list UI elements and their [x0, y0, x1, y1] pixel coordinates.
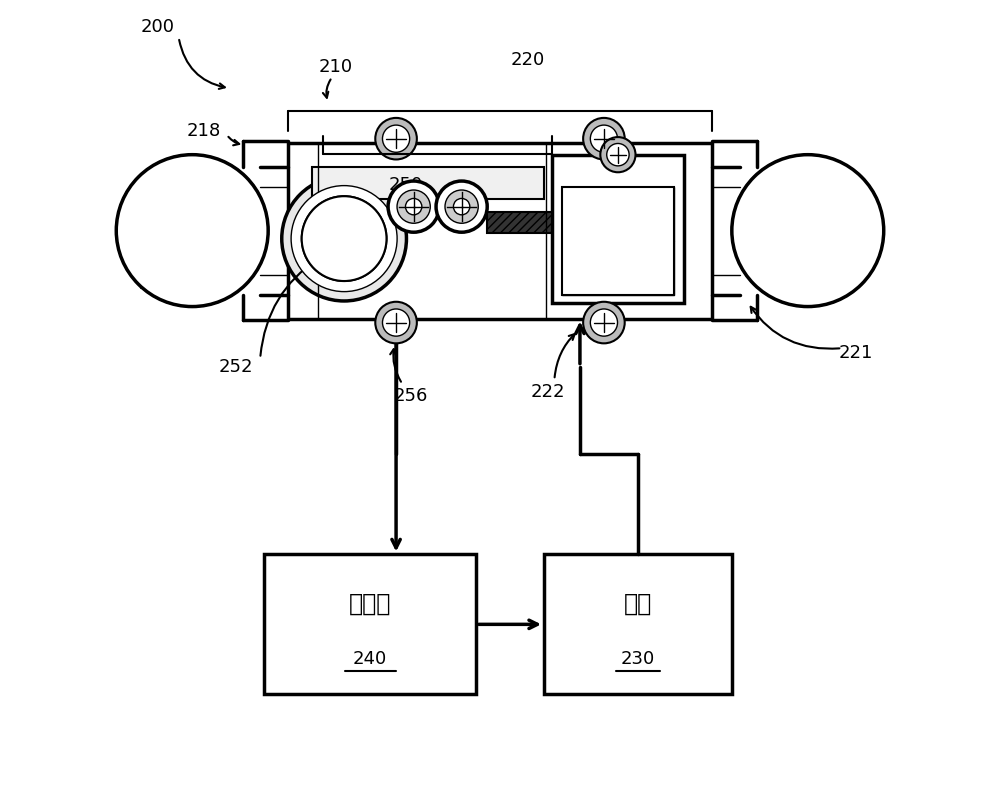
Circle shape — [753, 175, 863, 286]
Text: 221: 221 — [839, 344, 873, 362]
Circle shape — [405, 199, 422, 215]
Circle shape — [382, 125, 410, 152]
Circle shape — [773, 196, 842, 265]
Circle shape — [583, 302, 625, 344]
Bar — [487, 213, 552, 233]
Bar — [312, 167, 544, 199]
Circle shape — [116, 155, 268, 307]
Text: 222: 222 — [531, 383, 565, 401]
Text: 210: 210 — [319, 58, 353, 76]
Circle shape — [445, 190, 478, 223]
Text: 240: 240 — [353, 650, 387, 668]
Circle shape — [453, 199, 470, 215]
Text: 218: 218 — [187, 122, 221, 140]
Bar — [562, 187, 674, 241]
Circle shape — [291, 186, 397, 291]
Text: 伺服: 伺服 — [624, 592, 652, 615]
Circle shape — [397, 190, 430, 223]
Circle shape — [382, 309, 410, 336]
Text: 230: 230 — [621, 650, 655, 668]
Circle shape — [147, 186, 237, 275]
Circle shape — [137, 175, 247, 286]
Circle shape — [158, 196, 227, 265]
Bar — [552, 155, 684, 303]
Circle shape — [436, 181, 487, 232]
Circle shape — [607, 143, 629, 166]
Bar — [288, 142, 712, 319]
Circle shape — [590, 309, 618, 336]
Circle shape — [742, 165, 873, 296]
Circle shape — [375, 302, 417, 344]
Circle shape — [302, 196, 387, 281]
Circle shape — [127, 165, 258, 296]
Circle shape — [375, 118, 417, 159]
Circle shape — [302, 196, 387, 281]
Circle shape — [732, 155, 884, 307]
Text: 252: 252 — [219, 357, 253, 375]
Text: 200: 200 — [141, 18, 175, 35]
Text: 256: 256 — [393, 387, 428, 405]
Text: 250: 250 — [389, 176, 423, 194]
Bar — [264, 555, 476, 694]
Bar — [562, 187, 674, 295]
Circle shape — [590, 125, 618, 152]
Bar — [562, 241, 674, 295]
Circle shape — [732, 155, 884, 307]
Bar — [544, 555, 732, 694]
Circle shape — [116, 155, 268, 307]
Text: 216: 216 — [139, 275, 173, 293]
Text: 控制器: 控制器 — [349, 592, 391, 615]
Circle shape — [583, 118, 625, 159]
Circle shape — [600, 137, 636, 172]
Circle shape — [388, 181, 439, 232]
Text: 220: 220 — [511, 52, 545, 69]
Circle shape — [763, 186, 853, 275]
Circle shape — [282, 176, 406, 301]
